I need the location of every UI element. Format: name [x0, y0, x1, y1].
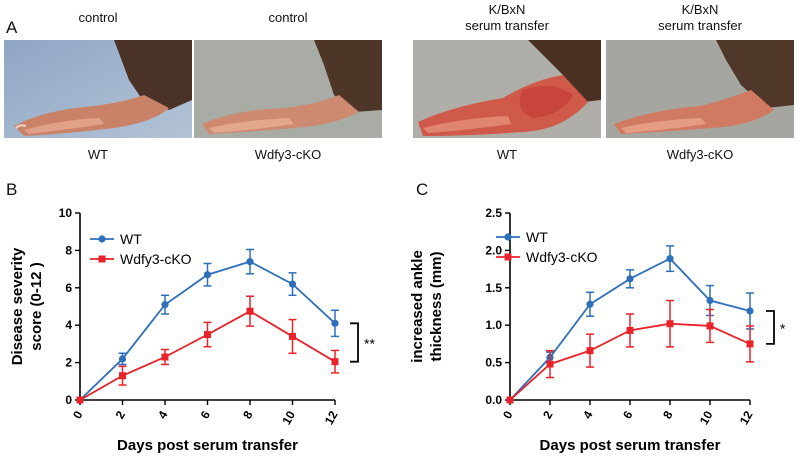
data-point: [288, 280, 297, 288]
data-point: [506, 396, 514, 404]
photo-1-top-caption: control: [4, 10, 192, 26]
data-point: [331, 358, 339, 366]
data-point: [289, 332, 296, 340]
y-axis-label-line: Disease severity: [9, 247, 26, 365]
x-tick-label: 12: [737, 408, 756, 427]
y-tick-label: 2: [65, 356, 72, 370]
legend-marker: [98, 235, 106, 243]
chart-disease-severity: 0 2 4 6 8 10 0 2 4 6 8 10 12 Days post serum transfer…: [9, 206, 375, 454]
photo-3-bottom-caption: WT: [496, 147, 518, 162]
legend-label: WT: [120, 231, 142, 247]
y-axis-label-line: thickness (mm): [428, 251, 445, 361]
data-point: [626, 326, 634, 334]
significance-bracket: [766, 310, 775, 345]
y-axis-label-line: score (0-12 ): [28, 262, 45, 350]
paw-photo-control-wt: [4, 40, 192, 138]
x-tick-label: 0: [70, 408, 86, 421]
x-axis-label: Days post serum transfer: [540, 437, 721, 454]
legend-label: Wdfy3-cKO: [120, 251, 192, 267]
x-tick-label: 10: [697, 408, 716, 427]
legend-marker: [504, 233, 512, 241]
y-axis-label: increased ankle thickness (mm): [409, 250, 445, 363]
photo-4-top-caption: K/BxN serum transfer: [606, 2, 794, 34]
data-point: [706, 296, 714, 305]
photo-3-top-caption: K/BxN serum transfer: [413, 2, 601, 34]
data-point: [706, 322, 714, 330]
significance-label: *: [780, 320, 786, 336]
x-tick-label: 12: [322, 408, 341, 427]
data-point: [746, 340, 754, 348]
x-tick-label: 4: [155, 408, 171, 421]
photo-4-top-caption-line-2: serum transfer: [658, 18, 742, 33]
x-tick-label: 2: [113, 408, 129, 421]
data-point: [331, 319, 339, 327]
photo-4-top-caption-line-1: K/BxN: [681, 2, 719, 17]
legend-marker: [504, 253, 512, 261]
data-point: [161, 301, 169, 309]
y-tick-label: 2.5: [485, 206, 502, 220]
paw-photo-kbxn-wdfy3-cko: [606, 40, 794, 138]
data-point: [586, 300, 594, 308]
photo-4-bottom-caption: Wdfy3-cKO: [666, 147, 734, 162]
x-axis-label: Days post serum transfer: [117, 437, 298, 454]
y-tick-label: 4: [65, 318, 72, 332]
photo-3-top-caption-line-2: serum transfer: [465, 18, 549, 33]
y-tick-label: 0.0: [485, 393, 502, 407]
data-point: [118, 355, 127, 363]
x-tick-label: 0: [500, 408, 516, 421]
y-tick-label: 2.0: [485, 243, 502, 257]
y-tick-label: 10: [59, 206, 73, 220]
photo-2-top-caption: control: [194, 10, 382, 26]
photo-3-top-caption-line-1: K/BxN: [488, 2, 526, 17]
legend-label: Wdfy3-cKO: [526, 249, 598, 265]
series-wdfy3-cko: [506, 299, 754, 404]
chart-ankle-thickness: 0.0 0.5 1.0 1.5 2.0 2.5 0 2 4 6 8 10 12 Days post ser…: [409, 206, 786, 454]
legend-marker: [98, 255, 106, 263]
data-point: [204, 331, 211, 339]
panel-letter-c: C: [416, 180, 429, 199]
data-point: [586, 347, 594, 355]
panel-letter-a: A: [6, 18, 18, 37]
x-tick-label: 6: [620, 408, 636, 421]
x-tick-label: 6: [198, 408, 214, 421]
series-wdfy3-cko: [76, 295, 339, 404]
significance-label: **: [364, 335, 375, 351]
data-point: [746, 307, 754, 315]
y-tick-label: 1.5: [485, 281, 502, 295]
data-point: [666, 255, 674, 263]
photo-2-top-caption-line: control: [268, 10, 308, 25]
paw-photo-control-wdfy3-cko: [194, 40, 382, 138]
x-tick-label: 4: [580, 408, 596, 421]
y-tick-label: 6: [65, 281, 72, 295]
y-axis-label: Disease severity score (0-12 ): [9, 247, 45, 365]
photo-2-bottom-caption: Wdfy3-cKO: [254, 147, 322, 162]
data-point: [119, 372, 126, 380]
photo-1-top-caption-line: control: [78, 10, 118, 25]
data-point: [246, 258, 254, 266]
y-tick-label: 1.0: [485, 318, 502, 332]
y-tick-label: 0: [65, 393, 72, 407]
x-tick-label: 8: [660, 408, 676, 421]
data-point: [76, 396, 84, 404]
data-point: [666, 320, 674, 328]
x-tick-label: 2: [540, 408, 556, 421]
legend-label: WT: [526, 229, 548, 245]
data-point: [246, 307, 254, 315]
y-tick-label: 0.5: [485, 356, 502, 370]
data-point: [203, 271, 212, 279]
x-tick-label: 10: [279, 408, 298, 427]
data-point: [626, 275, 634, 283]
significance-bracket: [350, 322, 359, 363]
data-point: [546, 360, 554, 368]
panel-letter-b: B: [6, 180, 18, 199]
y-tick-label: 8: [65, 243, 72, 257]
data-point: [161, 353, 169, 361]
y-axis-label-line: increased ankle: [409, 250, 426, 363]
x-tick-label: 8: [240, 408, 256, 421]
photo-1-bottom-caption: WT: [87, 147, 109, 162]
paw-photo-kbxn-wt: [413, 40, 601, 138]
